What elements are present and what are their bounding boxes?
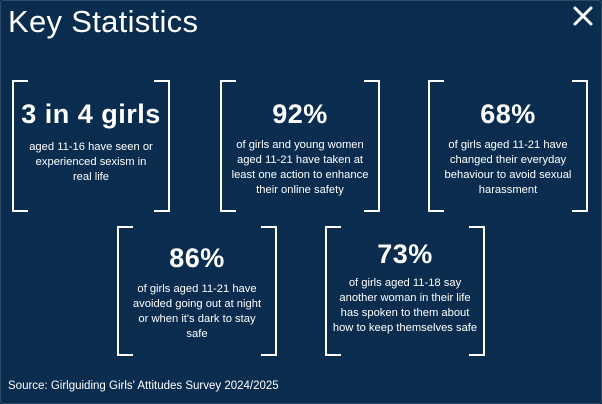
card-border-bottom-right bbox=[261, 354, 277, 356]
card-border-left bbox=[117, 226, 119, 356]
card-border-top-left bbox=[428, 80, 444, 82]
card-border-right bbox=[483, 226, 485, 356]
card-border-right bbox=[586, 80, 588, 212]
stat-value: 3 in 4 girls bbox=[21, 99, 161, 129]
card-border-bottom-right bbox=[572, 210, 588, 212]
card-border-left bbox=[220, 80, 222, 212]
card-border-bottom-left bbox=[117, 354, 133, 356]
stat-value: 86% bbox=[169, 243, 225, 273]
card-border-bottom-right bbox=[469, 354, 485, 356]
card-border-right bbox=[378, 80, 380, 212]
stat-card: 68% of girls aged 11-21 have changed the… bbox=[428, 80, 588, 212]
card-border-left bbox=[12, 80, 14, 212]
stat-card: 3 in 4 girls aged 11-16 have seen or exp… bbox=[12, 80, 170, 212]
stat-card: 73% of girls aged 11-18 say another woma… bbox=[325, 226, 485, 356]
card-border-right bbox=[168, 80, 170, 212]
card-border-top-right bbox=[261, 226, 277, 228]
stat-description: aged 11-16 have seen or experienced sexi… bbox=[29, 140, 153, 183]
stat-value: 68% bbox=[480, 99, 536, 129]
stat-description: of girls aged 11-18 say another woman in… bbox=[332, 276, 478, 334]
card-border-top-left bbox=[220, 80, 236, 82]
card-border-bottom-left bbox=[12, 210, 28, 212]
stat-card: 86% of girls aged 11-21 have avoided goi… bbox=[117, 226, 277, 356]
card-border-bottom-left bbox=[220, 210, 236, 212]
card-border-top-right bbox=[572, 80, 588, 82]
source-note: Source: Girlguiding Girls' Attitudes Sur… bbox=[8, 380, 279, 392]
card-border-top-left bbox=[117, 226, 133, 228]
card-border-top-left bbox=[325, 226, 341, 228]
stat-description: of girls and young women aged 11-21 have… bbox=[231, 138, 369, 196]
card-border-bottom-left bbox=[325, 354, 341, 356]
stat-value: 92% bbox=[272, 99, 328, 129]
card-border-top-right bbox=[364, 80, 380, 82]
card-border-right bbox=[275, 226, 277, 356]
card-border-top-left bbox=[12, 80, 28, 82]
card-border-left bbox=[325, 226, 327, 356]
stat-card: 92% of girls and young women aged 11-21 … bbox=[220, 80, 380, 212]
close-icon[interactable] bbox=[572, 5, 594, 27]
card-border-left bbox=[428, 80, 430, 212]
card-border-top-right bbox=[154, 80, 170, 82]
card-border-top-right bbox=[469, 226, 485, 228]
stat-description: of girls aged 11-21 have avoided going o… bbox=[132, 282, 262, 340]
card-border-bottom-right bbox=[154, 210, 170, 212]
card-border-bottom-left bbox=[428, 210, 444, 212]
stat-description: of girls aged 11-21 have changed their e… bbox=[444, 138, 572, 196]
stat-value: 73% bbox=[377, 239, 433, 269]
card-border-bottom-right bbox=[364, 210, 380, 212]
page-title: Key Statistics bbox=[8, 4, 199, 39]
